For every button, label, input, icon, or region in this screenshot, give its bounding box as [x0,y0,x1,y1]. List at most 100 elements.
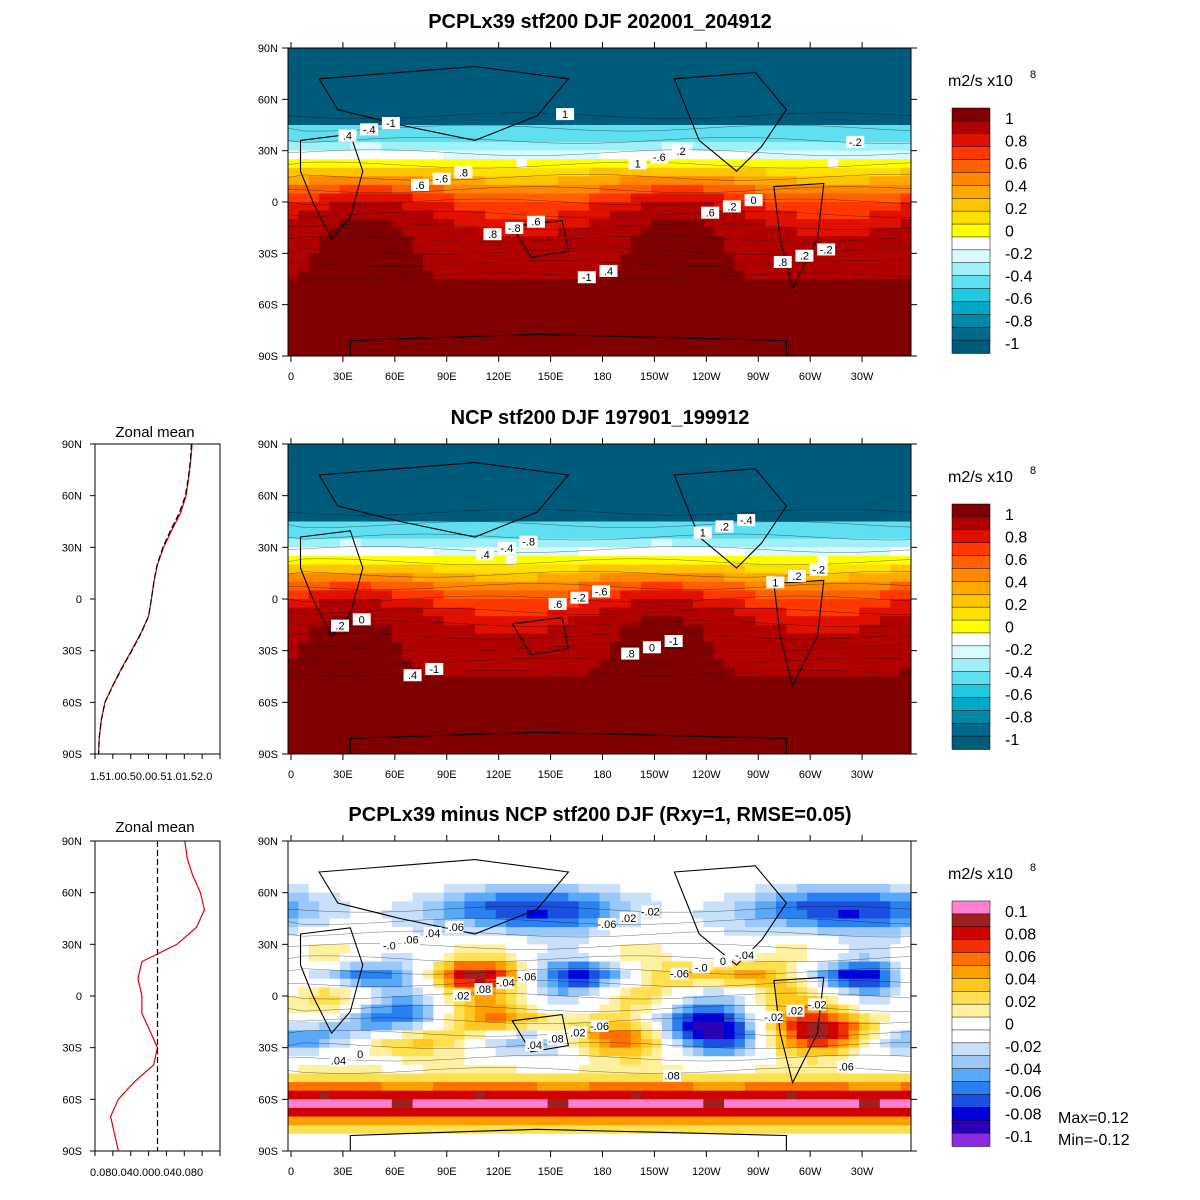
field-cell [776,56,787,66]
field-cell [578,304,590,314]
field-cell [786,296,798,306]
field-cell [516,202,528,212]
field-cell [838,279,850,289]
field-cell [506,745,518,754]
field-cell [838,616,850,626]
field-cell [630,461,642,471]
colorbar-swatch [951,288,991,303]
field-cell [796,116,808,126]
field-cell [672,210,684,220]
field-cell [485,512,497,523]
field-cell [609,659,621,669]
field-cell [474,219,486,229]
field-cell [308,82,320,92]
field-cell [651,73,663,83]
field-cell [537,159,549,169]
field-cell [526,202,538,212]
field-cell [755,227,767,237]
field-cell [360,702,372,712]
field-cell [661,616,673,626]
field-cell [755,347,767,356]
field-cell [308,167,320,177]
field-cell [796,667,808,678]
field-cell [620,495,632,505]
field-cell [381,581,393,591]
field-cell [412,73,424,83]
field-cell [568,530,580,540]
field-cell [620,487,632,497]
field-cell [672,279,684,289]
field-cell [817,167,829,177]
field-cell [703,253,715,263]
field-cell [848,236,860,246]
field-cell [807,56,819,66]
field-cell [599,624,611,635]
field-cell [599,538,611,548]
field-cell [817,296,829,306]
field-cell [319,495,331,505]
field-cell [713,227,725,237]
field-cell [391,858,403,868]
field-cell [298,849,310,859]
field-cell [890,133,902,143]
field-cell [609,347,621,356]
field-cell [298,304,310,314]
field-cell [557,296,569,306]
field-cell [412,270,424,280]
field-cell [744,321,756,331]
field-cell [288,478,299,488]
field-cell [360,478,372,488]
field-cell [537,685,549,695]
field-cell [485,330,497,340]
field-cell [599,710,611,721]
field-cell [817,599,829,609]
contour-label-box [599,264,618,277]
field-cell [765,547,777,557]
contour-label-box [331,619,350,632]
field-cell [599,279,611,289]
field-cell [506,495,518,505]
field-cell [568,607,580,617]
field-cell [537,858,549,868]
field-cell [474,90,486,100]
field-cell [339,495,351,505]
field-cell [796,710,808,721]
field-cell [381,227,393,237]
field-cell [319,184,331,195]
field-cell [869,521,881,531]
field-cell [381,650,393,660]
field-cell [807,125,819,135]
field-cell [339,253,351,263]
field-cell [900,530,911,540]
field-cell [765,202,777,212]
field-cell [495,90,507,100]
field-cell [682,270,694,280]
field-cell [703,73,715,83]
field-cell [402,159,414,169]
field-cell [537,866,549,877]
field-cell [298,547,310,557]
field-cell [661,90,673,100]
contour-label-box [403,669,422,682]
field-cell [350,261,362,272]
field-cell [578,659,590,669]
field-cell [713,555,725,566]
field-cell [630,884,642,894]
field-cell [526,452,538,462]
field-cell [360,321,372,331]
field-cell [807,159,819,169]
field-cell [298,710,310,721]
field-cell [360,244,372,254]
field-cell [879,452,891,462]
field-cell [734,590,746,600]
field-cell [827,667,839,678]
field-cell [516,261,528,272]
field-cell [734,287,746,297]
field-cell [412,287,424,297]
colorbar-swatch [951,658,991,673]
field-cell [381,555,393,566]
field-cell [641,667,653,678]
field-cell [744,538,756,548]
field-cell [755,624,767,635]
field-cell [900,261,911,272]
